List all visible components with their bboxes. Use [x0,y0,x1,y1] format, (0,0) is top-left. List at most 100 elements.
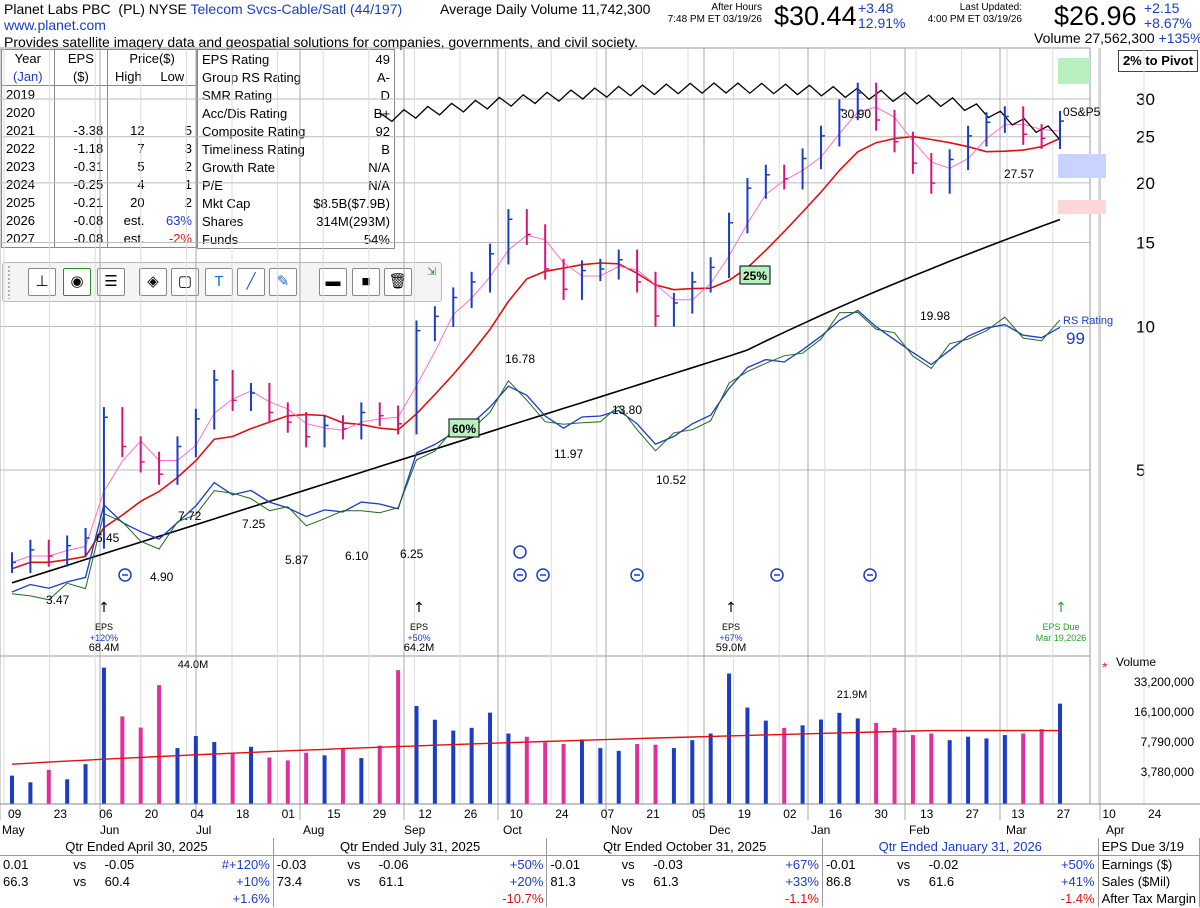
hide-tool[interactable]: ◉ [63,268,91,296]
x-day-label: 05 [692,807,706,821]
event-plus-icon [513,545,527,559]
price-bar [194,408,200,458]
volume-marker-icon: * [1102,659,1108,675]
x-month-label: Feb [909,823,930,837]
qtr-cell [332,890,376,907]
expand-icon[interactable]: ⇲ [427,266,437,278]
qtr-cell: -0.03 [653,857,683,872]
volume-tick-label: 3,780,000 [1141,765,1195,779]
industry-group[interactable]: Telecom Svcs-Cable/Satl (44/197) [190,1,403,17]
price-bar [231,369,237,411]
price-label: 19.98 [920,309,950,323]
eps-cell-eps: -0.21 [54,193,109,212]
list-tool[interactable]: ☰ [97,268,125,296]
price-bar [636,249,642,293]
x-day-label: 20 [145,807,159,821]
volume-bar [506,733,511,804]
price-bar [580,260,586,300]
x-day-label: 30 [874,807,888,821]
price-label: 6.10 [345,549,369,563]
volume-bar [46,769,51,804]
price-bar [783,164,789,190]
col-eps-sub: ($) [54,67,109,86]
pen-tool[interactable]: ✎ [269,268,297,296]
qtr-cell: 81.3 [550,874,576,889]
volume-bar [1002,735,1007,804]
toolbar-grip[interactable] [7,265,11,299]
website-link[interactable]: www.planet.com [4,17,106,33]
volume-bar [10,775,14,804]
volume-tick-label: 33,200,000 [1134,675,1194,689]
volume-bar [598,748,603,804]
after-hours-block: After Hours 7:48 PM ET 03/19/26 [640,2,762,26]
percent-box [739,265,771,285]
trendline-tool[interactable]: ⊥ [28,268,56,296]
x-month-label: Jun [100,823,119,837]
eps-arrow-icon: ↑ [413,600,425,616]
qtr-cell [606,890,650,907]
price-bar [139,436,145,473]
x-day-label: 26 [464,807,478,821]
last-change: +2.15 +8.67% [1144,1,1192,31]
eps-cell-low: 3 [184,141,192,156]
pivot-badge[interactable]: 2% to Pivot [1118,50,1198,72]
volume-bar [763,720,768,804]
qtr-cell: vs [347,874,361,889]
qtr-cell [376,890,436,907]
text-tool[interactable]: T [205,268,233,296]
rating-value: D [380,87,390,103]
price-bar [819,125,825,170]
line-tool[interactable]: ╱ [237,268,265,296]
qtr-cell: 0.01 [3,857,29,872]
rectangle-tool[interactable]: ▢ [171,268,199,296]
eps-marker-label: EPS Due [1042,622,1079,632]
eps-cell-year: 2024 [1,175,55,194]
volume-bar [929,733,934,804]
volume-bar [138,727,143,804]
volume-bar [120,716,125,804]
rating-value: N/A [368,159,390,175]
rating-label: Acc/Dis Rating [202,105,288,121]
volume-bar [543,742,548,804]
eps-arrow-icon: ↑ [725,600,737,616]
price-tick-label: 5 [1136,461,1145,480]
qtr-cell: -0.06 [378,857,409,872]
price-bar [691,271,697,314]
rating-value: 92 [375,123,390,139]
qtr-cell: vs [73,857,87,872]
after-hours-time: 7:48 PM ET 03/19/26 [667,14,762,25]
qtr-cell: 86.8 [825,874,852,889]
percent-box-label: 60% [452,422,476,436]
rating-label: EPS Rating [202,51,270,67]
qtr-cell: 60.4 [104,874,130,889]
price-bar [801,148,807,190]
rating-label: Growth Rate [202,159,275,175]
price-bar [47,539,53,567]
x-day-label: 27 [966,807,980,821]
volume-bar [708,733,713,804]
delete-tool[interactable]: 🗑 [384,268,412,296]
qtr-cell: +1.6% [161,890,274,907]
qtr-cell: +67% [710,855,823,873]
color-tool[interactable]: ■ [352,268,380,296]
rating-label: Shares [202,213,244,229]
qtr-cell [547,890,606,907]
price-bar [452,287,458,327]
qtr-cell: -1.4% [986,890,1099,907]
price-bar [893,109,899,153]
price-bar [176,436,182,485]
price-bar [525,209,531,245]
price-label: 6.25 [400,547,424,561]
qtr-cell [881,890,925,907]
price-bar [268,382,274,424]
qtr-side-label: Sales ($Mil) [1098,873,1200,890]
price-bar [250,382,256,411]
eps-marker-pct: +50% [407,633,430,643]
x-month-label: Mar [1006,823,1027,837]
qtr-cell: +50% [435,855,548,873]
eps-marker-volume: 64.2M [404,642,435,654]
ratings-table: EPS Rating 49 Group RS Rating A- SMR Rating D… [197,49,395,249]
paint-tool[interactable]: ◈ [139,268,167,296]
eps-cell-year: 2021 [1,121,55,140]
price-tick-label: 10 [1136,317,1155,336]
